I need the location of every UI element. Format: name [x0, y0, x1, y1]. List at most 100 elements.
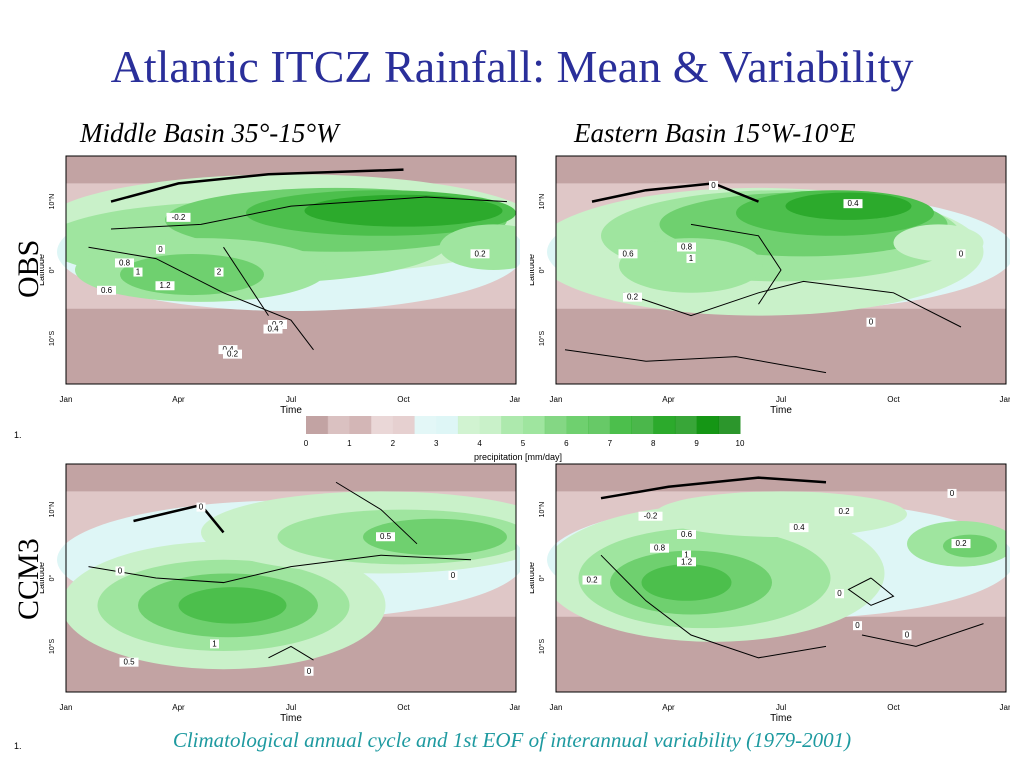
contour-label: 0.6 [622, 249, 634, 258]
contour-label: 0.2 [838, 507, 850, 516]
contour-label-box [196, 502, 206, 512]
contour-label-box [682, 550, 691, 560]
contour-label-box [214, 267, 224, 277]
colorbar-tick-label: 5 [521, 439, 526, 448]
x-tick-label: Jan [510, 395, 520, 404]
colorbar-tick-label: 7 [608, 439, 613, 448]
eof-contour-line [861, 623, 984, 647]
colorbar-tick-label: 6 [564, 439, 569, 448]
colorbar-swatch [436, 416, 459, 434]
x-tick-label: Oct [397, 703, 410, 712]
eof-contour-line [88, 246, 314, 351]
y-tick-label: 10°N [48, 502, 56, 518]
y-tick-label: 10°S [48, 330, 56, 346]
colorbar-tick-label: 0 [304, 439, 309, 448]
contour-label-box [623, 292, 642, 302]
contour-label-box [210, 639, 219, 649]
contour-label: 0 [158, 245, 163, 254]
colorbar-tick-label: 3 [434, 439, 439, 448]
x-axis-label: Time [280, 713, 302, 724]
colorbar-swatch [523, 416, 546, 434]
chart-ccm3-eastern: Jan Apr Jul Oct Jan Time 10°N 0° 10°S Latitude 0 -0… [530, 463, 1010, 724]
contour-label-box [951, 539, 971, 549]
colorbar: 0 1 2 3 4 5 6 7 8 9 10 precipitation [mm/day] [304, 416, 745, 462]
colorbar-tick-label: 1 [347, 439, 352, 448]
contour-label: 0 [869, 318, 874, 327]
colorbar-tick-label: 4 [477, 439, 482, 448]
contour-label-box [223, 349, 242, 359]
contour-label-box [156, 244, 165, 254]
contour-label-box [834, 507, 854, 517]
contour-label-box [686, 253, 696, 263]
x-tick-label: Jan [1000, 703, 1010, 712]
colorbar-tick-label: 8 [651, 439, 656, 448]
x-tick-label: Oct [887, 395, 900, 404]
colorbar-swatch [609, 416, 632, 434]
contour-label-box [166, 212, 191, 222]
x-tick-label: Jan [60, 703, 73, 712]
col-title-middle: Middle Basin 35°-15°W [80, 118, 339, 148]
contour-label-box [448, 571, 458, 580]
eof-contour-line [600, 476, 827, 500]
colorbar-swatch [566, 416, 589, 434]
contour-label: 0 [199, 503, 204, 512]
contour-label: 0.2 [272, 320, 284, 329]
y-axis-label: Latitude [40, 254, 46, 286]
contour-label-box [304, 666, 314, 676]
contour-label: 0.8 [119, 258, 131, 267]
eof-contour-line [223, 246, 269, 316]
y-tick-label: 0° [48, 266, 56, 273]
contour-label: 0 [855, 621, 860, 630]
plot-frame [555, 463, 1007, 693]
contour-label-box [115, 566, 125, 576]
contour-label: 1 [684, 550, 689, 559]
contour-label: 0.2 [474, 249, 486, 258]
contour-label: 0.6 [681, 530, 693, 539]
eof-contour-line [564, 349, 827, 374]
eof-contour-line [847, 577, 895, 606]
x-tick-label: Jan [550, 395, 563, 404]
contour-label-box [218, 345, 238, 355]
contour-label: 1 [136, 268, 141, 277]
contour-label-box [853, 621, 862, 631]
contour-label: 0 [118, 566, 123, 575]
contour-label: 0.2 [586, 576, 598, 585]
eof-contour-line [335, 481, 418, 545]
contour-label-box [677, 529, 696, 539]
x-tick-label: Jan [60, 395, 73, 404]
precip-contour-fill [363, 518, 507, 556]
contour-label-box [709, 180, 718, 190]
colorbar-swatch [371, 416, 394, 434]
contour-label: 0 [837, 589, 842, 598]
eof-contour-line [690, 223, 782, 305]
contour-label: 0 [959, 249, 964, 258]
contour-label-box [956, 249, 966, 259]
colorbar-swatch [349, 416, 372, 434]
colorbar-swatch [479, 416, 502, 434]
contour-label-box [947, 488, 957, 498]
plot-frame [555, 155, 1007, 385]
caption: Climatological annual cycle and 1st EOF … [172, 728, 852, 752]
footnote-mark: 1. [14, 741, 22, 751]
y-tick-label: 0° [538, 266, 546, 273]
contour-label: 0 [905, 630, 910, 639]
precip-contour-fill [304, 194, 503, 227]
colorbar-swatch [392, 416, 415, 434]
contour-label: 1.2 [681, 557, 693, 566]
x-tick-label: Jan [510, 703, 520, 712]
contour-label-box [650, 543, 669, 553]
precip-contour-fill [619, 238, 763, 293]
precip-contour-fill [178, 587, 287, 624]
x-tick-label: Jan [1000, 395, 1010, 404]
contour-label: 0.6 [101, 286, 113, 295]
eof-contour-line [110, 196, 508, 230]
contour-label-box [97, 285, 116, 295]
contour-label: -0.2 [644, 512, 658, 521]
x-tick-label: Apr [662, 703, 675, 712]
precip-contour-fill [655, 491, 907, 537]
y-axis-label: Latitude [40, 562, 46, 594]
contour-label-box [618, 249, 638, 259]
colorbar-swatch [588, 416, 611, 434]
eof-contour-line [268, 645, 314, 661]
contour-label: 0.5 [123, 658, 135, 667]
